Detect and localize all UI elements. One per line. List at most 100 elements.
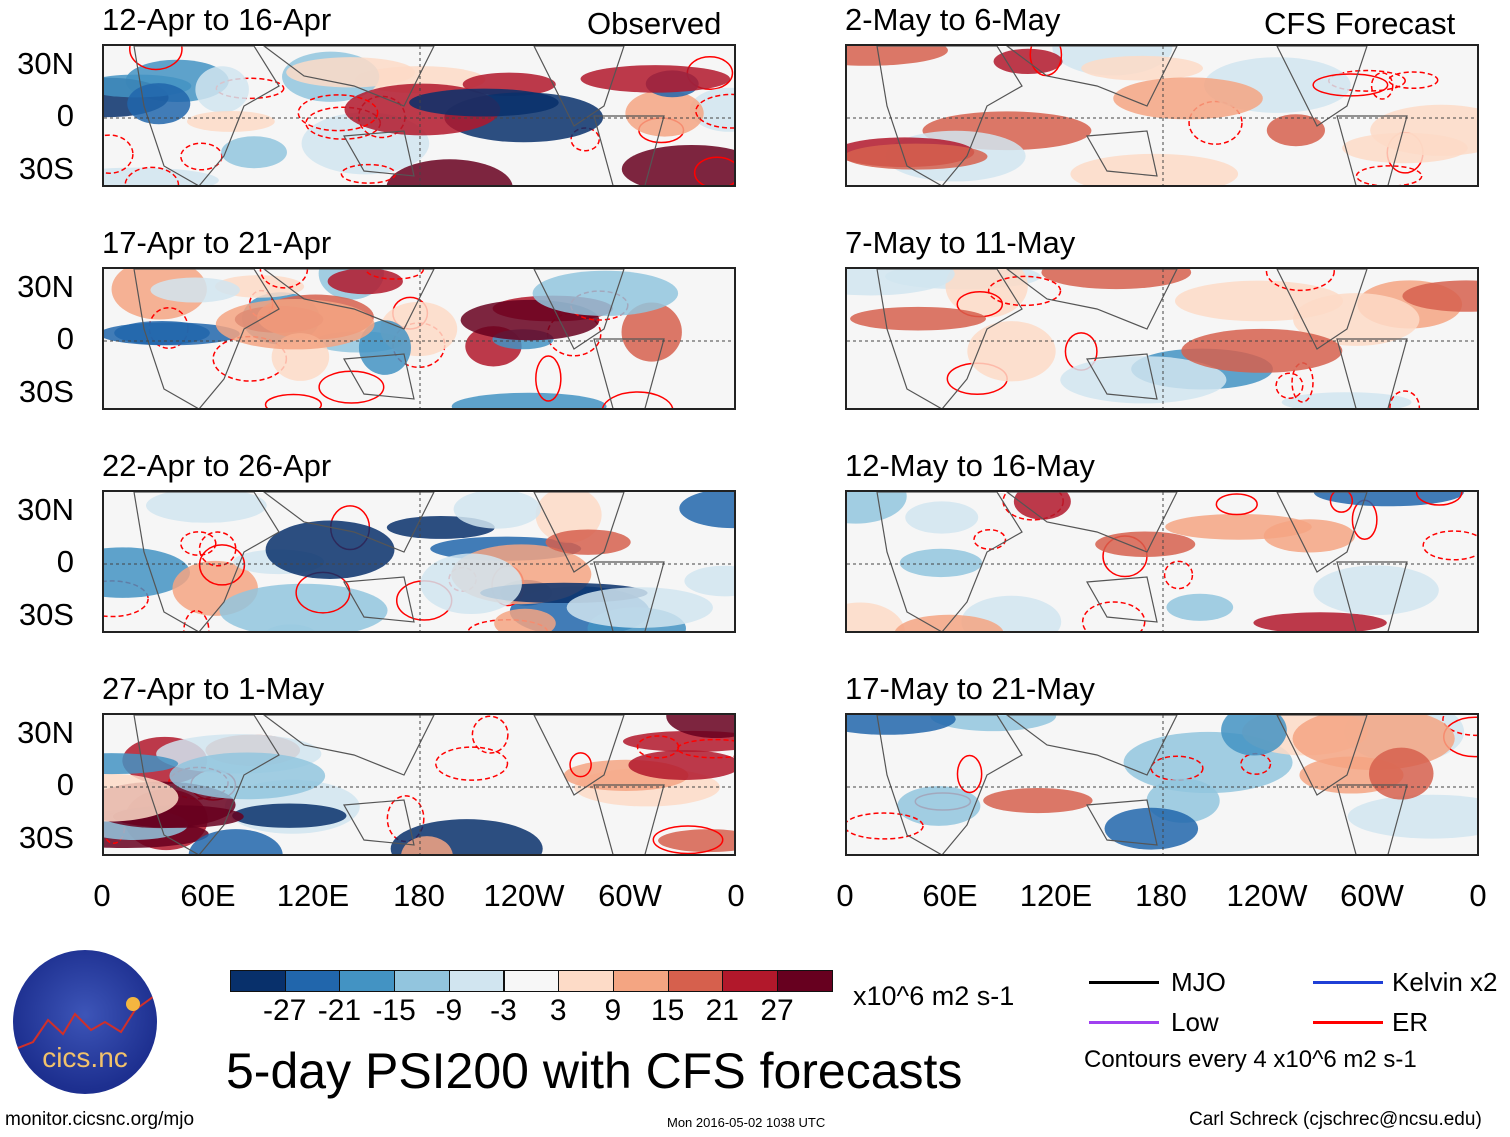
coastline xyxy=(133,715,280,854)
legend-line-er xyxy=(1313,1021,1383,1024)
lat-label: 30S xyxy=(18,374,74,409)
footer-timestamp: Mon 2016-05-02 1038 UTC xyxy=(667,1115,826,1130)
colorbar-swatch xyxy=(503,970,560,992)
colorbar-label: 9 xyxy=(604,994,622,1027)
map-panel xyxy=(845,490,1479,633)
coastline xyxy=(876,46,1023,185)
footer-url[interactable]: monitor.cicsnc.org/mjo xyxy=(5,1109,195,1130)
colorbar-swatch xyxy=(722,970,778,992)
er-contour xyxy=(1275,372,1304,400)
coastline xyxy=(1006,269,1178,330)
anomaly-shading xyxy=(899,548,983,578)
anomaly-shading xyxy=(1104,807,1199,850)
map-panel xyxy=(102,267,736,410)
er-contour xyxy=(1081,601,1146,631)
coastline xyxy=(343,799,415,846)
anomaly-shading xyxy=(1081,55,1203,81)
er-contour xyxy=(1389,390,1421,408)
legend-label-er: ER xyxy=(1392,1007,1429,1037)
er-contour xyxy=(180,142,223,171)
er-contour xyxy=(129,46,183,71)
anomaly-shading xyxy=(1347,794,1477,839)
colorbar-swatch xyxy=(284,970,341,992)
mountain-icon xyxy=(13,993,157,1051)
coastline xyxy=(1276,269,1368,350)
anomaly-shading xyxy=(104,773,179,822)
er-contour xyxy=(693,156,734,185)
colorbar-swatch xyxy=(230,970,286,992)
er-contour xyxy=(198,531,237,567)
panel-title: 2-May to 6-May xyxy=(845,2,1061,37)
anomaly-shading xyxy=(195,66,249,113)
anomaly-shading xyxy=(1253,612,1387,631)
er-contour xyxy=(1265,269,1335,292)
anomaly-shading xyxy=(1293,293,1420,346)
anomaly-shading xyxy=(1041,269,1192,290)
anomaly-shading xyxy=(409,88,559,117)
lon-label: 0 xyxy=(1469,878,1487,913)
legend-line-kelvin xyxy=(1313,981,1383,984)
er-contour xyxy=(652,825,724,854)
anomaly-shading xyxy=(1369,747,1434,800)
colorbar-swatch xyxy=(339,970,396,992)
coastline xyxy=(593,338,665,408)
anomaly-shading xyxy=(104,753,179,775)
er-contour xyxy=(435,746,509,781)
lat-label: 0 xyxy=(56,321,74,356)
colorbar-label: 21 xyxy=(705,994,739,1027)
anomaly-shading xyxy=(1166,593,1234,621)
er-contour xyxy=(695,93,734,129)
anomaly-shading xyxy=(265,520,395,579)
lat-label: 30N xyxy=(17,715,74,750)
coastline xyxy=(1086,130,1158,177)
anomaly-shading xyxy=(1313,492,1464,507)
er-contour xyxy=(987,275,1062,307)
er-contour xyxy=(1442,715,1477,737)
colorbar-swatch xyxy=(777,970,833,992)
anomaly-shading xyxy=(1165,513,1312,540)
coastline xyxy=(1086,576,1158,623)
anomaly-shading xyxy=(386,159,513,185)
anomaly-shading xyxy=(847,46,948,66)
coastline xyxy=(343,353,415,400)
er-contour xyxy=(1355,165,1423,185)
er-contour xyxy=(264,393,323,408)
er-contour xyxy=(956,754,983,794)
coastline xyxy=(1336,338,1408,408)
anomaly-shading xyxy=(983,788,1093,814)
anomaly-shading xyxy=(1221,715,1287,756)
er-contour xyxy=(471,715,509,754)
coastline xyxy=(593,115,665,185)
coastline xyxy=(876,492,1023,631)
coastline xyxy=(876,269,1023,408)
coastline xyxy=(593,784,665,854)
cfs-forecast-header: CFS Forecast xyxy=(1264,6,1456,41)
anomaly-shading xyxy=(930,715,1057,732)
coastline xyxy=(1276,46,1368,127)
anomaly-shading xyxy=(114,320,210,345)
panel-title: 27-Apr to 1-May xyxy=(102,671,325,706)
colorbar-swatch xyxy=(558,970,614,992)
er-contour xyxy=(1422,530,1477,561)
footer-author: Carl Schreck (cjschrec@ncsu.edu) xyxy=(1189,1109,1482,1130)
cics-logo: cics.nc xyxy=(13,950,157,1094)
coastline xyxy=(263,46,435,107)
colorbar-swatch xyxy=(448,970,505,992)
anomaly-shading xyxy=(658,829,734,853)
coastline xyxy=(533,46,625,127)
anomaly-shading xyxy=(847,143,988,170)
lat-label: 0 xyxy=(56,767,74,802)
legend-label-kelvin: Kelvin x2 xyxy=(1392,967,1498,997)
contour-note: Contours every 4 x10^6 m2 s-1 xyxy=(1084,1046,1417,1073)
coastline xyxy=(343,130,415,177)
anomaly-shading xyxy=(666,715,734,739)
lon-label: 0 xyxy=(836,878,854,913)
logo-text: cics.nc xyxy=(42,1042,128,1073)
coastline xyxy=(1006,492,1178,553)
anomaly-shading xyxy=(628,750,734,780)
lat-label: 0 xyxy=(56,544,74,579)
er-contour xyxy=(104,134,134,174)
lon-label: 60W xyxy=(1340,878,1404,913)
coastline xyxy=(133,492,280,631)
map-panel xyxy=(102,713,736,856)
